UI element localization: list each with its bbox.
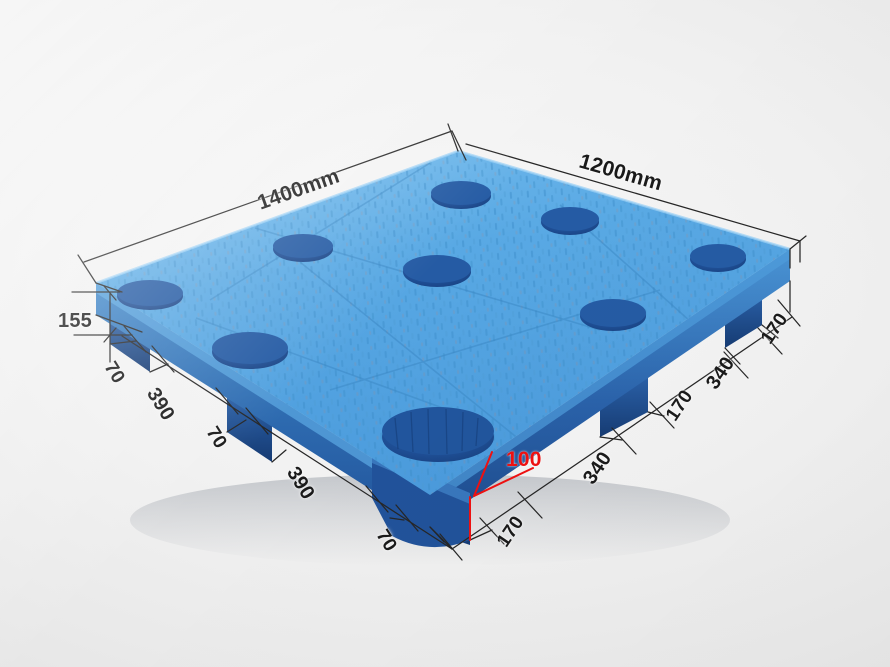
dimension-label-155: 155 [58,310,92,332]
pallet-right-face [430,249,790,527]
foot-pockets [117,181,746,462]
dimension-label-100-leg-height: 100 [506,448,542,471]
leg-height-callout [469,451,534,541]
pallet-left-face [96,283,430,527]
